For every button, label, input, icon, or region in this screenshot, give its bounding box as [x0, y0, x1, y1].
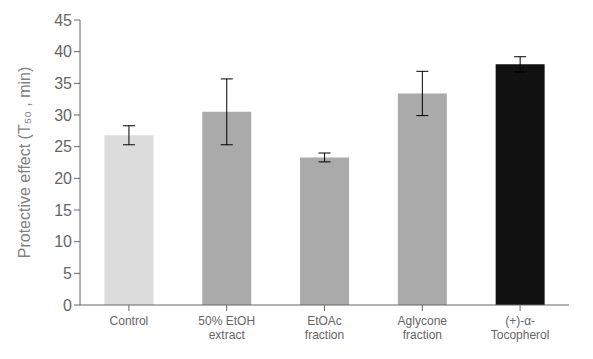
svg-text:5: 5: [63, 265, 72, 282]
svg-text:35: 35: [54, 75, 72, 92]
svg-text:20: 20: [54, 170, 72, 187]
svg-text:30: 30: [54, 107, 72, 124]
svg-text:50% EtOHextract: 50% EtOHextract: [198, 314, 255, 342]
svg-text:15: 15: [54, 202, 72, 219]
svg-text:40: 40: [54, 43, 72, 60]
svg-text:25: 25: [54, 138, 72, 155]
svg-text:45: 45: [54, 12, 72, 29]
svg-text:EtOAcfraction: EtOAcfraction: [305, 314, 344, 342]
svg-text:(+)-α-Tocopherol: (+)-α-Tocopherol: [491, 314, 550, 342]
svg-text:Protective effect (T₅₀ , min): Protective effect (T₅₀ , min): [16, 67, 33, 259]
svg-text:0: 0: [63, 297, 72, 314]
svg-text:Aglyconefraction: Aglyconefraction: [398, 314, 448, 342]
svg-text:10: 10: [54, 233, 72, 250]
svg-text:Control: Control: [110, 314, 149, 328]
